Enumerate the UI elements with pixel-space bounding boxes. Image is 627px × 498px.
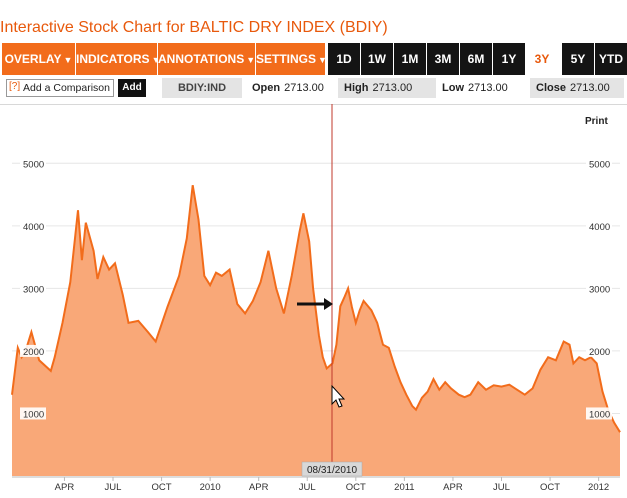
chevron-down-icon: ▼	[151, 55, 161, 65]
close-stat: Close 2713.00	[530, 78, 624, 98]
overlay-menu-label: OVERLAY	[4, 52, 62, 66]
print-link[interactable]: Print	[585, 116, 608, 127]
overlay-menu-button[interactable]: OVERLAY ▼	[2, 43, 76, 75]
annotations-menu-label: ANNOTATIONS	[158, 52, 245, 66]
annotations-menu-button[interactable]: ANNOTATIONS ▼	[158, 43, 256, 75]
y-tick-label: 5000	[23, 159, 44, 170]
y-tick-label-bg	[586, 407, 612, 420]
y-tick-label: 1000	[23, 409, 44, 420]
range-3y-button[interactable]: 3Y	[526, 43, 558, 75]
y-tick-label-right: 5000	[589, 159, 610, 170]
range-1y-button[interactable]: 1Y	[493, 43, 525, 75]
y-tick-label-bg	[586, 157, 612, 170]
chevron-down-icon: ▼	[63, 55, 73, 65]
low-value: 2713.00	[468, 82, 508, 94]
x-tick-label: 2012	[588, 482, 609, 493]
mouse-pointer-icon	[331, 385, 345, 408]
close-label: Close	[536, 82, 566, 94]
open-value: 2713.00	[284, 82, 324, 94]
x-tick-label: APR	[249, 482, 269, 493]
range-3m-button[interactable]: 3M	[427, 43, 459, 75]
divider	[0, 104, 627, 105]
high-value: 2713.00	[372, 82, 413, 94]
y-tick-label-right: 4000	[589, 222, 610, 233]
y-tick-label-right: 3000	[589, 284, 610, 295]
y-tick-label-bg	[20, 407, 46, 420]
range-1w-button[interactable]: 1W	[361, 43, 393, 75]
crosshair-date-badge	[301, 461, 363, 477]
x-tick-label: OCT	[346, 482, 366, 493]
range-6m-button[interactable]: 6M	[460, 43, 492, 75]
high-label: High	[344, 82, 369, 94]
y-tick-label-bg	[586, 219, 612, 232]
range-1m-button[interactable]: 1M	[394, 43, 426, 75]
x-tick-label: 2010	[200, 482, 221, 493]
x-tick-label: JUL	[105, 482, 122, 493]
chart-toolbar: OVERLAY ▼ INDICATORS ▼ ANNOTATIONS ▼ SETTIN…	[0, 43, 627, 75]
range-ytd-button[interactable]: YTD	[595, 43, 627, 75]
page-title: Interactive Stock Chart for BALTIC DRY I…	[0, 19, 388, 36]
x-tick-label: OCT	[152, 482, 172, 493]
open-stat: Open 2713.00	[246, 78, 332, 98]
add-comparison-button[interactable]: Add	[118, 79, 146, 97]
y-tick-label-bg	[586, 282, 612, 295]
x-tick-label: APR	[55, 482, 75, 493]
y-tick-label: 2000	[23, 347, 44, 358]
open-label: Open	[252, 82, 281, 94]
crosshair-date-label: 08/31/2010	[307, 465, 357, 476]
low-stat: Low 2713.00	[436, 78, 524, 98]
range-1d-button[interactable]: 1D	[328, 43, 360, 75]
high-stat: High 2713.00	[338, 78, 436, 98]
x-tick-label: JUL	[493, 482, 510, 493]
series-area	[12, 185, 620, 476]
y-tick-label-bg	[20, 344, 46, 357]
indicators-menu-label: INDICATORS	[76, 52, 150, 66]
y-tick-label-bg	[586, 344, 612, 357]
y-tick-label-bg	[20, 282, 46, 295]
x-tick-label: JUL	[299, 482, 316, 493]
x-tick-label: OCT	[540, 482, 560, 493]
add-comparison-input[interactable]: [?] Add a Comparison	[6, 79, 114, 97]
x-tick-label: 2011	[394, 482, 414, 493]
chevron-down-icon: ▼	[318, 55, 327, 65]
x-tick-label: APR	[443, 482, 463, 493]
settings-menu-label: SETTINGS	[256, 52, 317, 66]
add-comparison-placeholder: Add a Comparison	[23, 82, 110, 94]
settings-menu-button[interactable]: SETTINGS ▼	[256, 43, 327, 75]
range-5y-button[interactable]: 5Y	[562, 43, 594, 75]
y-tick-label-bg	[20, 219, 46, 232]
indicators-menu-button[interactable]: INDICATORS ▼	[76, 43, 161, 75]
chevron-down-icon: ▼	[246, 55, 256, 65]
y-tick-label: 3000	[23, 284, 44, 295]
close-value: 2713.00	[569, 82, 610, 94]
y-tick-label-right: 2000	[589, 347, 610, 358]
low-label: Low	[442, 82, 464, 94]
arrow-right-icon	[297, 298, 333, 310]
y-tick-label-bg	[20, 157, 46, 170]
help-link[interactable]: [?]	[9, 81, 21, 92]
quote-infobar: [?] Add a Comparison Add BDIY:IND Open 27…	[0, 78, 627, 100]
ticker-symbol: BDIY:IND	[162, 78, 242, 98]
y-tick-label-right: 1000	[589, 409, 610, 420]
y-tick-label: 4000	[23, 222, 44, 233]
